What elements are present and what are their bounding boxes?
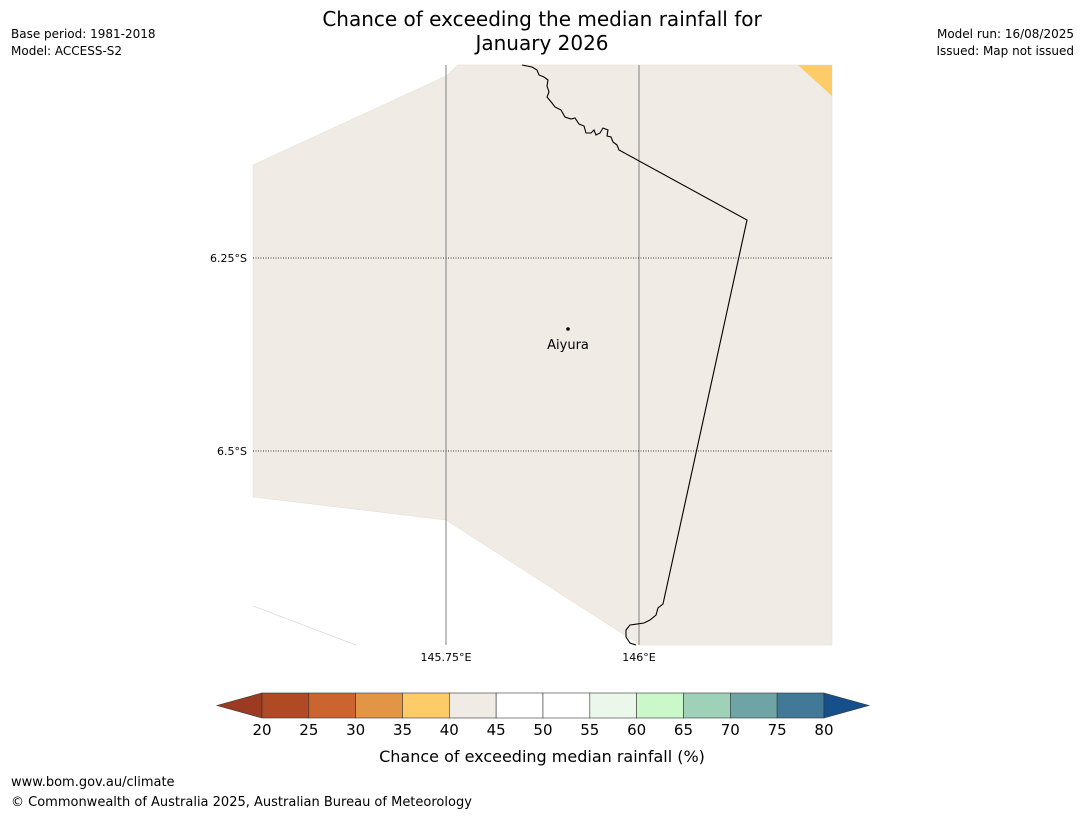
lat-label-6-5: 6.5°S bbox=[217, 445, 247, 458]
province-border bbox=[521, 64, 748, 646]
colorbar-tick-label: 65 bbox=[674, 721, 693, 739]
aiyura-marker bbox=[566, 327, 570, 331]
footer-copyright: © Commonwealth of Australia 2025, Austra… bbox=[11, 795, 472, 810]
colorbar-tick-label: 60 bbox=[627, 721, 646, 739]
colorbar-tick-label: 40 bbox=[440, 721, 459, 739]
colorbar-bin bbox=[261, 692, 310, 719]
colorbar-bin bbox=[636, 692, 684, 719]
colorbar-bin bbox=[495, 692, 544, 719]
colorbar-extend-high bbox=[823, 692, 871, 719]
colorbar-bin bbox=[542, 692, 591, 719]
colorbar-bin bbox=[589, 692, 637, 719]
colorbar: 20 25 30 35 40 45 50 55 60 65 70 75 80 bbox=[215, 692, 871, 739]
meta-right: Model run: 16/08/2025 Issued: Map not is… bbox=[936, 26, 1074, 60]
colorbar-tick-label: 30 bbox=[346, 721, 365, 739]
colorbar-tick-label: 80 bbox=[814, 721, 833, 739]
colorbar-bin bbox=[729, 692, 778, 719]
colorbar-tick-label: 50 bbox=[533, 721, 552, 739]
footer-url: www.bom.gov.au/climate bbox=[11, 775, 175, 790]
colorbar-tick-label: 55 bbox=[580, 721, 599, 739]
base-period-text: Base period: 1981-2018 bbox=[11, 27, 156, 41]
model-run-text: Model run: 16/08/2025 bbox=[936, 27, 1074, 41]
colorbar-extend-low bbox=[215, 692, 263, 719]
model-text: Model: ACCESS-S2 bbox=[11, 44, 123, 58]
map-region-40-45 bbox=[252, 64, 833, 646]
lat-label-6-25: 6.25°S bbox=[210, 252, 247, 265]
colorbar-tick-label: 70 bbox=[721, 721, 740, 739]
colorbar-tick-label: 35 bbox=[393, 721, 412, 739]
lon-label-145-75: 145.75°E bbox=[421, 651, 472, 664]
colorbar-bin bbox=[355, 692, 403, 719]
colorbar-tick-label: 20 bbox=[252, 721, 271, 739]
colorbar-label: Chance of exceeding median rainfall (%) bbox=[379, 747, 705, 766]
colorbar-bin bbox=[402, 692, 450, 719]
colorbar-bin bbox=[683, 692, 731, 719]
issued-text: Issued: Map not issued bbox=[936, 44, 1074, 58]
map-faint-edge bbox=[252, 605, 357, 646]
map-title-line2: January 2026 bbox=[475, 31, 609, 55]
map-title: Chance of exceeding the median rainfall … bbox=[242, 7, 842, 55]
meta-left: Base period: 1981-2018 Model: ACCESS-S2 bbox=[11, 26, 156, 60]
colorbar-tick-label: 45 bbox=[487, 721, 506, 739]
map-region-35-40 bbox=[798, 65, 832, 96]
colorbar-tick-label: 25 bbox=[299, 721, 318, 739]
colorbar-bin bbox=[308, 692, 356, 719]
map-title-line1: Chance of exceeding the median rainfall … bbox=[322, 7, 762, 31]
place-label-aiyura: Aiyura bbox=[547, 338, 589, 353]
colorbar-tick-label: 75 bbox=[768, 721, 787, 739]
colorbar-bin bbox=[449, 692, 497, 719]
colorbar-bin bbox=[776, 692, 825, 719]
lon-label-146: 146°E bbox=[622, 651, 655, 664]
